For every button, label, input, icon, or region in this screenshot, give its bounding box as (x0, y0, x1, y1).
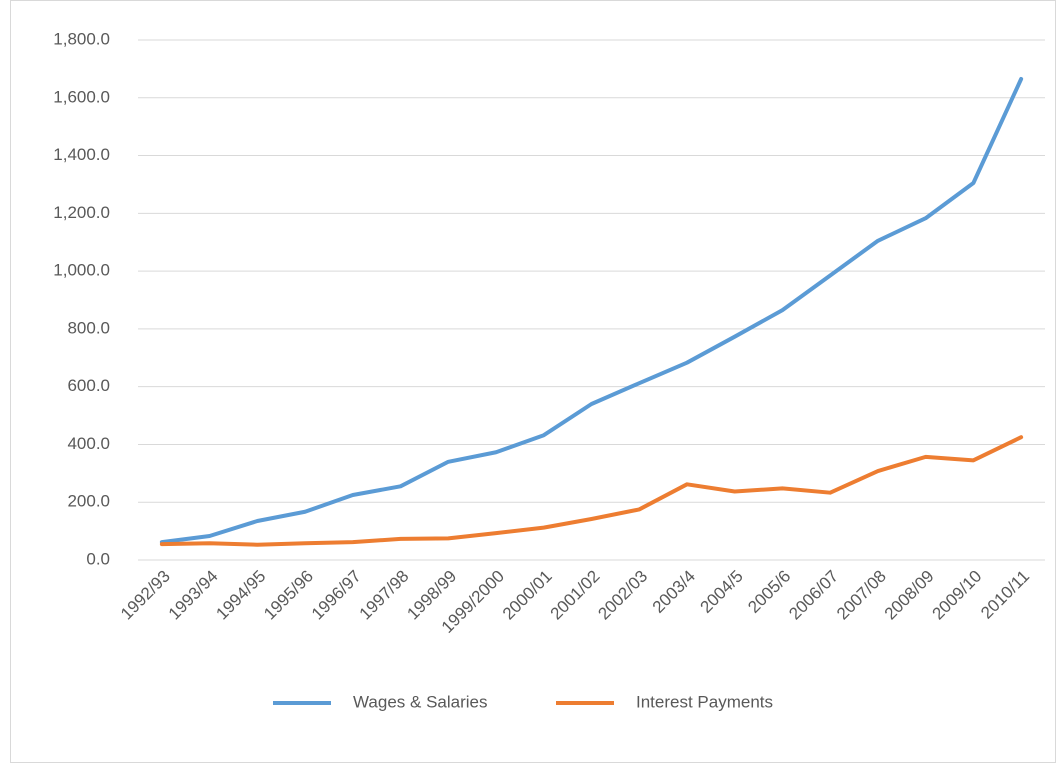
line-series (159, 77, 1024, 545)
y-tick-label: 400.0 (67, 434, 110, 453)
y-tick-label: 1,800.0 (53, 29, 110, 48)
y-tick-label: 0.0 (86, 549, 110, 568)
y-tick-label: 1,400.0 (53, 145, 110, 164)
y-tick-label: 800.0 (67, 318, 110, 337)
legend-label: Wages & Salaries (353, 692, 487, 711)
y-tick-label: 1,000.0 (53, 261, 110, 280)
line-series (159, 435, 1024, 547)
y-tick-label: 200.0 (67, 492, 110, 511)
legend-label: Interest Payments (636, 692, 773, 711)
y-tick-label: 600.0 (67, 376, 110, 395)
y-tick-label: 1,600.0 (53, 87, 110, 106)
y-tick-label: 1,200.0 (53, 203, 110, 222)
chart-border (10, 0, 1056, 763)
